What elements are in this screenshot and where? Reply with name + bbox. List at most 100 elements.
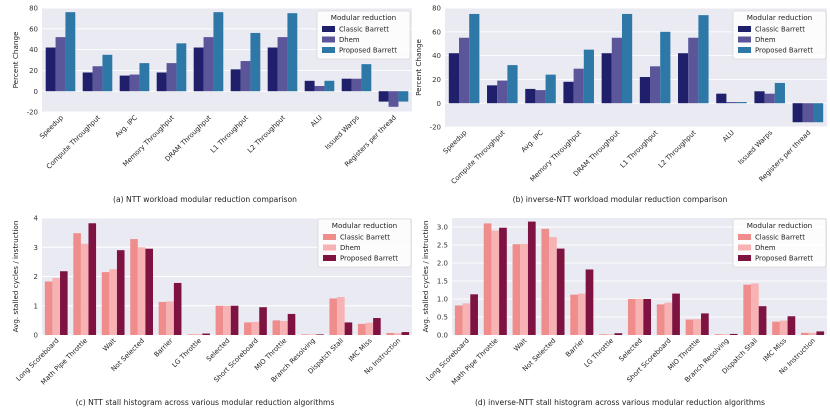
bar (272, 320, 281, 335)
bar (166, 301, 174, 335)
bar (792, 103, 803, 123)
bar (639, 77, 651, 104)
bar (80, 243, 89, 335)
bar (230, 69, 241, 92)
bar (779, 320, 788, 335)
bar (386, 332, 394, 335)
y-tick-label: 0 (34, 88, 38, 96)
bar (401, 332, 410, 335)
bar (660, 31, 671, 104)
bar (176, 43, 187, 92)
bar (816, 331, 825, 335)
bar (101, 272, 110, 335)
bar (751, 283, 759, 335)
x-tick-label: IMC Miss (762, 336, 789, 363)
bar (764, 93, 775, 104)
y-axis-label: Percent Change (415, 39, 423, 96)
bar (535, 90, 546, 104)
legend-title: Modular reduction (747, 13, 812, 22)
caption-c: (c) NTT stall histogram across various m… (75, 398, 335, 407)
x-tick-label: Wait (512, 337, 529, 354)
bar (448, 53, 460, 104)
bar (541, 228, 550, 335)
bar (378, 91, 389, 102)
bar (145, 248, 153, 335)
bar (743, 284, 752, 335)
legend-swatch (738, 47, 751, 53)
bar (344, 322, 353, 335)
x-tick-label: L1 Throughput (209, 114, 250, 155)
legend-label: Dhem (755, 244, 776, 252)
legend-swatch (322, 26, 335, 32)
legend-box (732, 218, 827, 268)
bar (287, 13, 298, 92)
bar (304, 80, 315, 92)
legend-swatch (323, 244, 336, 251)
legend-box (317, 218, 412, 268)
bar (462, 303, 471, 335)
y-tick-label: 80 (29, 5, 38, 13)
bar (324, 80, 335, 92)
bar (287, 313, 296, 335)
x-tick-label: Avg. IPC (520, 129, 545, 154)
bar (525, 88, 536, 104)
legend-label: Proposed Barrett (755, 255, 813, 263)
y-axis-label: Percent Change (11, 31, 20, 88)
x-tick-label: L2 Throughput (657, 129, 698, 170)
bar (599, 334, 607, 335)
legend-box (732, 10, 827, 60)
chart-d: 0.0 0.5 1.0 1.5 2.0 2.5 3.0 Avg. stalled cycles… (421, 218, 827, 386)
bar (119, 75, 130, 92)
bar (627, 299, 636, 335)
bar (65, 12, 76, 92)
y-tick-label: 3 (34, 244, 38, 252)
bar (139, 63, 150, 92)
bar (601, 53, 612, 104)
bar (193, 47, 204, 92)
legend: Modular reduction Classic Barrett Dhem Prop… (317, 218, 412, 268)
bar (277, 37, 288, 92)
y-tick-label: 1.5 (437, 278, 448, 286)
x-tick-label: IMC Miss (347, 336, 374, 363)
bar (156, 72, 167, 92)
bar (487, 85, 498, 104)
y-tick-label: 20 (29, 67, 38, 75)
legend-label: Classic Barrett (340, 234, 390, 242)
bar (215, 305, 224, 335)
bar (244, 322, 252, 335)
bar (716, 93, 727, 104)
bar (314, 86, 325, 92)
bar (685, 319, 694, 335)
y-tick-label: 60 (432, 28, 441, 36)
bar (499, 227, 507, 335)
bar (341, 78, 352, 92)
bar (698, 15, 709, 104)
x-tick-label: Issued Warps (737, 128, 775, 166)
y-tick-label: 1 (34, 302, 38, 310)
x-tick-label: L1 Throughput (619, 129, 660, 170)
bar (722, 334, 730, 335)
bar (693, 319, 702, 335)
bar (223, 305, 231, 335)
bar (714, 334, 723, 335)
panel-c: 0 1 2 3 4 Avg. stalled cycles / instruction Lo… (0, 212, 415, 397)
legend-swatch (323, 255, 336, 261)
bar (656, 304, 665, 335)
x-tick-label: LG Throttle (171, 337, 203, 369)
x-tick-label: ALU (721, 129, 736, 144)
bar (137, 247, 146, 335)
legend-label: Classic Barrett (339, 26, 389, 34)
bar (398, 91, 409, 102)
bar (187, 334, 195, 335)
bar (754, 91, 765, 104)
bar (267, 47, 278, 92)
bar (82, 72, 93, 92)
bar (802, 103, 813, 123)
bar (250, 32, 261, 92)
bar (736, 102, 747, 104)
legend-title: Modular reduction (332, 221, 397, 230)
bar (527, 221, 536, 335)
bar (357, 323, 366, 335)
bar (329, 298, 338, 335)
